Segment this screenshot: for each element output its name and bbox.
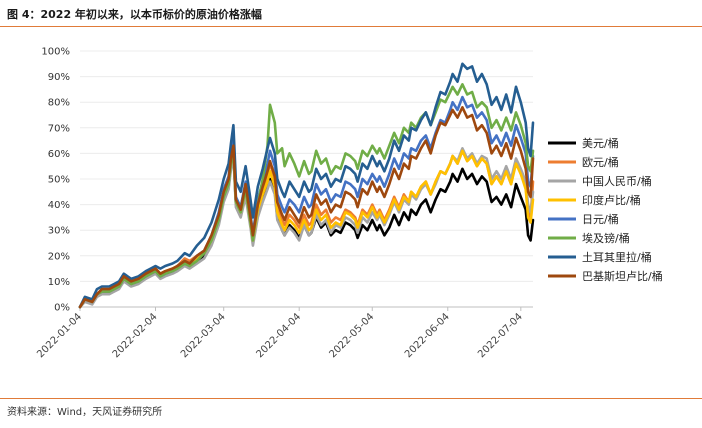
y-tick-label: 20% xyxy=(48,251,70,262)
x-axis-labels: 2022-01-04 2022-02-04 2022-03-04 2022-04-04… xyxy=(35,311,525,360)
x-tick-label: 2022-06-04 xyxy=(403,311,452,360)
source-note: 资料来源：Wind，天风证券研究所 xyxy=(7,407,163,418)
legend-label: 美元/桶 xyxy=(582,136,619,150)
y-tick-label: 10% xyxy=(48,277,70,288)
series-lines xyxy=(78,62,535,309)
series-line xyxy=(78,106,535,309)
y-tick-label: 90% xyxy=(48,72,70,83)
legend-label: 日元/桶 xyxy=(582,212,619,226)
y-tick-label: 30% xyxy=(48,226,70,237)
legend-label: 欧元/桶 xyxy=(582,155,619,169)
x-tick-label: 2022-07-04 xyxy=(476,311,525,360)
x-tick-label: 2022-03-04 xyxy=(179,311,228,360)
x-tick-label: 2022-02-04 xyxy=(111,311,160,360)
legend-label: 土耳其里拉/桶 xyxy=(582,250,652,264)
figure-title: 图 4：2022 年初以来，以本币标价的原油价格涨幅 xyxy=(7,8,262,21)
source-divider xyxy=(0,398,702,399)
x-axis xyxy=(79,306,533,311)
series-line xyxy=(78,83,535,309)
y-axis-labels: 0% 10% 20% 30% 40% 50% 60% 70% 80% 90% 100% xyxy=(41,47,70,314)
y-tick-label: 40% xyxy=(48,200,70,211)
legend: 美元/桶欧元/桶中国人民币/桶印度卢比/桶日元/桶埃及镑/桶土耳其里拉/桶巴基斯… xyxy=(548,136,663,283)
legend-label: 中国人民币/桶 xyxy=(582,174,652,188)
legend-label: 巴基斯坦卢比/桶 xyxy=(582,269,663,283)
x-tick-label: 2022-01-04 xyxy=(35,311,84,360)
legend-label: 印度卢比/桶 xyxy=(582,193,641,207)
x-tick-label: 2022-05-04 xyxy=(328,311,377,360)
y-tick-label: 70% xyxy=(48,123,70,134)
y-tick-label: 80% xyxy=(48,98,70,109)
series-line xyxy=(78,62,535,309)
y-tick-label: 0% xyxy=(54,303,70,314)
y-tick-label: 100% xyxy=(41,47,70,58)
title-divider xyxy=(0,26,702,27)
line-chart: 0% 10% 20% 30% 40% 50% 60% 70% 80% 90% 100% 2022-0… xyxy=(35,47,663,361)
y-tick-label: 60% xyxy=(48,149,70,160)
x-tick-label: 2022-04-04 xyxy=(254,311,303,360)
y-tick-label: 50% xyxy=(48,175,70,186)
legend-label: 埃及镑/桶 xyxy=(582,231,630,245)
